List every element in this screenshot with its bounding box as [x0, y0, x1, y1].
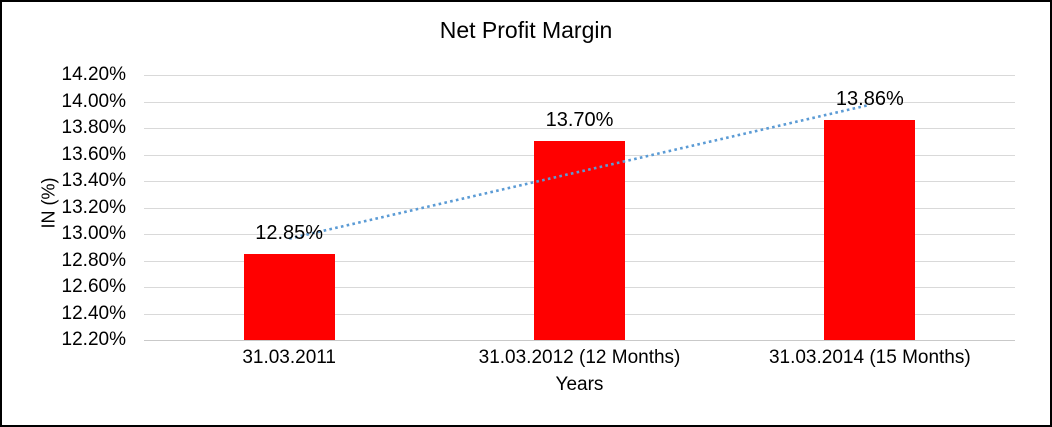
- trendline: [288, 103, 871, 240]
- plot-area: 12.85% 13.70% 13.86%: [144, 75, 1015, 341]
- y-tick-label: 12.40%: [61, 302, 126, 324]
- y-tick-label: 12.60%: [61, 276, 126, 297]
- gridline: [144, 101, 1015, 103]
- x-tick-label: 31.03.2014 (15 Months): [768, 347, 971, 368]
- data-label: 12.85%: [255, 221, 324, 244]
- y-tick-label: 13.20%: [61, 196, 126, 218]
- y-tick-label: 13.00%: [61, 223, 126, 244]
- bar-31.03.2011: [243, 253, 335, 340]
- data-label: 13.86%: [835, 88, 904, 111]
- y-tick-label: 14.00%: [61, 90, 126, 112]
- chart-title: Net Profit Margin: [439, 17, 613, 43]
- gridline: [144, 75, 1015, 76]
- bar-31.03.2012 (12 Months): [534, 141, 625, 340]
- gridline: [144, 340, 1015, 341]
- y-tick-label: 13.40%: [61, 170, 126, 191]
- data-label: 13.70%: [545, 109, 614, 132]
- x-tick-label: 31.03.2011: [242, 347, 336, 368]
- y-tick-label: 13.80%: [61, 117, 126, 138]
- trendline-path: [288, 103, 871, 240]
- y-tick-label: 14.20%: [61, 64, 126, 85]
- y-tick-label: 12.20%: [61, 329, 126, 350]
- y-tick-label: 12.80%: [61, 249, 126, 271]
- x-axis-title: Years: [555, 374, 604, 395]
- bar-31.03.2014 (15 Months): [824, 120, 916, 340]
- y-tick-label: 13.60%: [61, 143, 126, 165]
- x-tick-label: 31.03.2012 (12 Months): [478, 347, 681, 368]
- gridline: [144, 128, 1015, 129]
